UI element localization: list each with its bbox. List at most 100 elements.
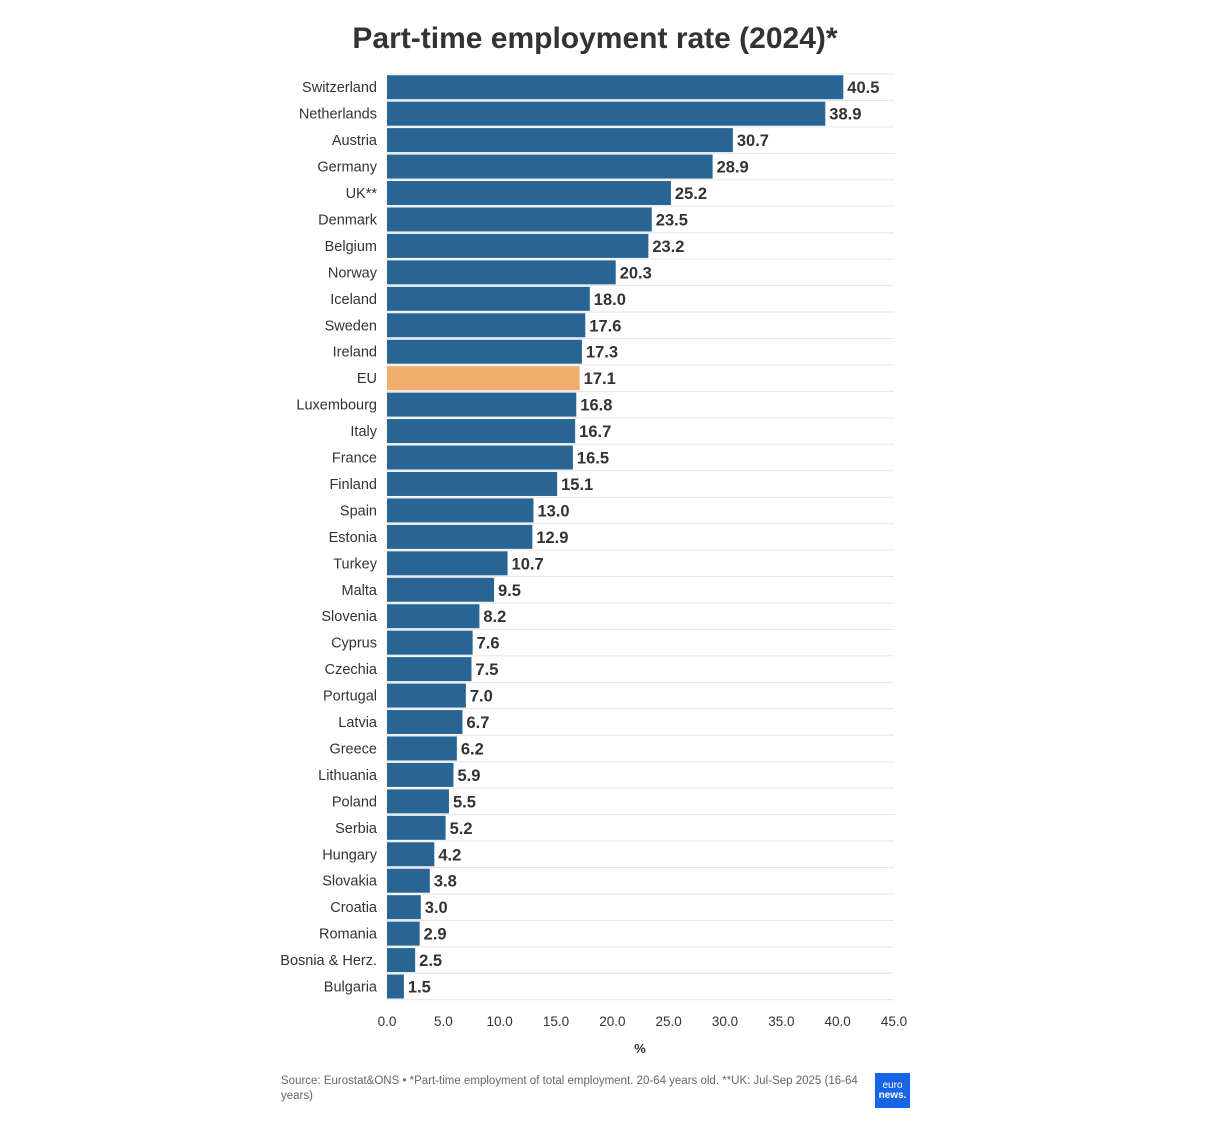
bar (387, 974, 404, 999)
bar (387, 815, 446, 840)
tick-label: 35.0 (768, 1014, 794, 1029)
category-label: Luxembourg (296, 398, 377, 414)
bar (387, 313, 586, 338)
bar (387, 366, 580, 391)
bar (387, 154, 713, 179)
gridlines (387, 73, 894, 1001)
data-label: 2.5 (419, 952, 442, 970)
data-label: 6.2 (461, 740, 484, 758)
bar (387, 286, 590, 311)
tick-label: 40.0 (825, 1014, 851, 1029)
bar (387, 895, 421, 920)
data-label: 3.0 (425, 899, 448, 917)
tick-label: 10.0 (487, 1014, 513, 1029)
bar (387, 604, 480, 629)
data-label: 17.6 (589, 317, 621, 335)
data-label: 16.8 (580, 397, 612, 415)
category-label: France (332, 451, 377, 467)
euronews-logo: euro news. (875, 1073, 910, 1108)
category-label: Switzerland (302, 80, 377, 96)
bars (387, 75, 844, 999)
category-label: Bulgaria (324, 980, 378, 996)
data-label: 5.5 (453, 793, 476, 811)
category-label: Sweden (325, 318, 377, 334)
bar (387, 101, 826, 126)
category-label: Netherlands (299, 107, 377, 123)
bar (387, 842, 435, 867)
data-label: 16.5 (577, 450, 609, 468)
bar (387, 498, 534, 523)
bar (387, 736, 457, 761)
data-label: 28.9 (717, 159, 749, 177)
category-label: Finland (329, 477, 377, 493)
bar-chart: Switzerland Netherlands Austria Germany UK**… (280, 73, 907, 1056)
category-label: Ireland (333, 345, 377, 361)
bar (387, 577, 495, 602)
bar (387, 551, 508, 576)
category-label: Croatia (330, 900, 378, 916)
category-label: Romania (319, 927, 378, 943)
data-label: 38.9 (829, 106, 861, 124)
category-label: Malta (342, 583, 378, 599)
category-label: Cyprus (331, 636, 377, 652)
bar (387, 524, 533, 549)
data-label: 17.3 (586, 344, 618, 362)
bar (387, 419, 576, 444)
data-label: 25.2 (675, 185, 707, 203)
category-label: Poland (332, 794, 377, 810)
data-label: 40.5 (847, 79, 879, 97)
bar (387, 921, 420, 946)
bar (387, 75, 844, 100)
bar (387, 710, 463, 735)
category-label: Serbia (335, 821, 378, 837)
category-label: Austria (332, 133, 378, 149)
bar (387, 392, 577, 417)
logo-text-line2: news. (878, 1089, 907, 1101)
bar (387, 128, 733, 153)
logo-text-line1: euro (882, 1079, 903, 1091)
bar (387, 762, 454, 787)
bar (387, 233, 649, 258)
data-label: 5.9 (457, 767, 480, 785)
bar (387, 657, 472, 682)
category-label: Czechia (325, 662, 378, 678)
category-label: Hungary (322, 847, 378, 863)
data-label: 18.0 (594, 291, 626, 309)
tick-label: 0.0 (378, 1014, 397, 1029)
data-label: 15.1 (561, 476, 593, 494)
data-label: 17.1 (584, 370, 616, 388)
tick-label: 20.0 (599, 1014, 625, 1029)
category-label: Portugal (323, 689, 377, 705)
category-label: Bosnia & Herz. (280, 953, 377, 969)
data-label: 9.5 (498, 582, 521, 600)
bar (387, 789, 449, 814)
data-label: 6.7 (466, 714, 489, 732)
bar (387, 630, 473, 655)
tick-label: 45.0 (881, 1014, 907, 1029)
data-label: 30.7 (737, 132, 769, 150)
category-label: Norway (328, 265, 378, 281)
x-axis-title: % (634, 1041, 646, 1056)
category-label: Denmark (318, 212, 378, 228)
category-label: Turkey (333, 556, 378, 572)
category-label: Italy (350, 424, 377, 440)
data-label: 1.5 (408, 979, 431, 997)
category-label: Slovakia (322, 874, 378, 890)
category-label: Latvia (338, 715, 378, 731)
tick-label: 15.0 (543, 1014, 569, 1029)
tick-label: 30.0 (712, 1014, 738, 1029)
bar (387, 948, 416, 973)
data-label: 23.2 (652, 238, 684, 256)
bar (387, 207, 652, 232)
category-labels: Switzerland Netherlands Austria Germany UK**… (280, 80, 378, 995)
data-label: 7.0 (470, 688, 493, 706)
data-label: 7.5 (476, 661, 499, 679)
source-note: Source: Eurostat&ONS • *Part-time employ… (281, 1075, 858, 1102)
category-label: Iceland (330, 292, 377, 308)
data-label: 23.5 (656, 211, 688, 229)
chart-title: Part-time employment rate (2024)* (352, 22, 838, 55)
tick-label: 25.0 (656, 1014, 682, 1029)
category-label: Estonia (329, 530, 378, 546)
data-label: 8.2 (483, 608, 506, 626)
data-label: 13.0 (537, 502, 569, 520)
